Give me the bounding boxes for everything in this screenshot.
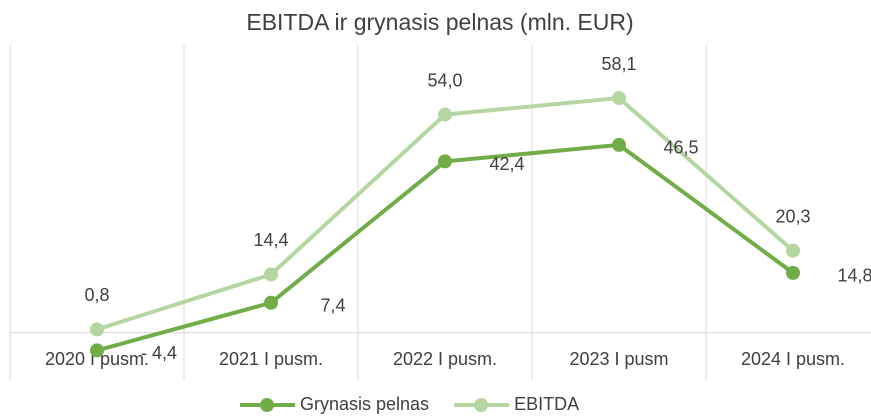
data-label: 46,5: [663, 138, 698, 158]
data-label: 14,8: [837, 266, 871, 286]
x-tick-label: 2022 I pusm.: [393, 349, 497, 369]
series-line: [96, 142, 795, 353]
data-label: 58,1: [601, 54, 636, 74]
data-point: [264, 267, 278, 282]
x-tick-label: 2023 I pusm: [569, 349, 668, 369]
data-label: 0,8: [84, 285, 109, 305]
data-point: [90, 322, 104, 337]
data-point: [786, 243, 800, 258]
x-tick-label: 2020 I pusm.: [45, 349, 149, 369]
series-line: [96, 95, 795, 332]
x-tick-label: 2021 I pusm.: [219, 349, 323, 369]
data-label: 42,4: [489, 154, 524, 174]
legend-marker: [260, 398, 274, 412]
legend-label: Grynasis pelnas: [300, 394, 429, 414]
data-label: 20,3: [775, 206, 810, 226]
data-point: [786, 265, 800, 280]
data-point: [612, 91, 626, 106]
data-point: [90, 343, 104, 358]
x-tick-label: 2024 I pusm.: [741, 349, 845, 369]
data-label: 54,0: [427, 70, 462, 90]
data-point: [438, 154, 452, 169]
legend-marker: [474, 398, 489, 412]
data-point: [264, 295, 278, 310]
legend-label: EBITDA: [514, 394, 579, 414]
data-label: 7,4: [320, 295, 345, 315]
data-point: [612, 137, 626, 152]
data-label: - 4,4: [141, 343, 177, 363]
chart-title: EBITDA ir grynasis pelnas (mln. EUR): [246, 9, 633, 35]
data-label: 14,4: [253, 230, 288, 250]
data-point: [438, 107, 452, 122]
